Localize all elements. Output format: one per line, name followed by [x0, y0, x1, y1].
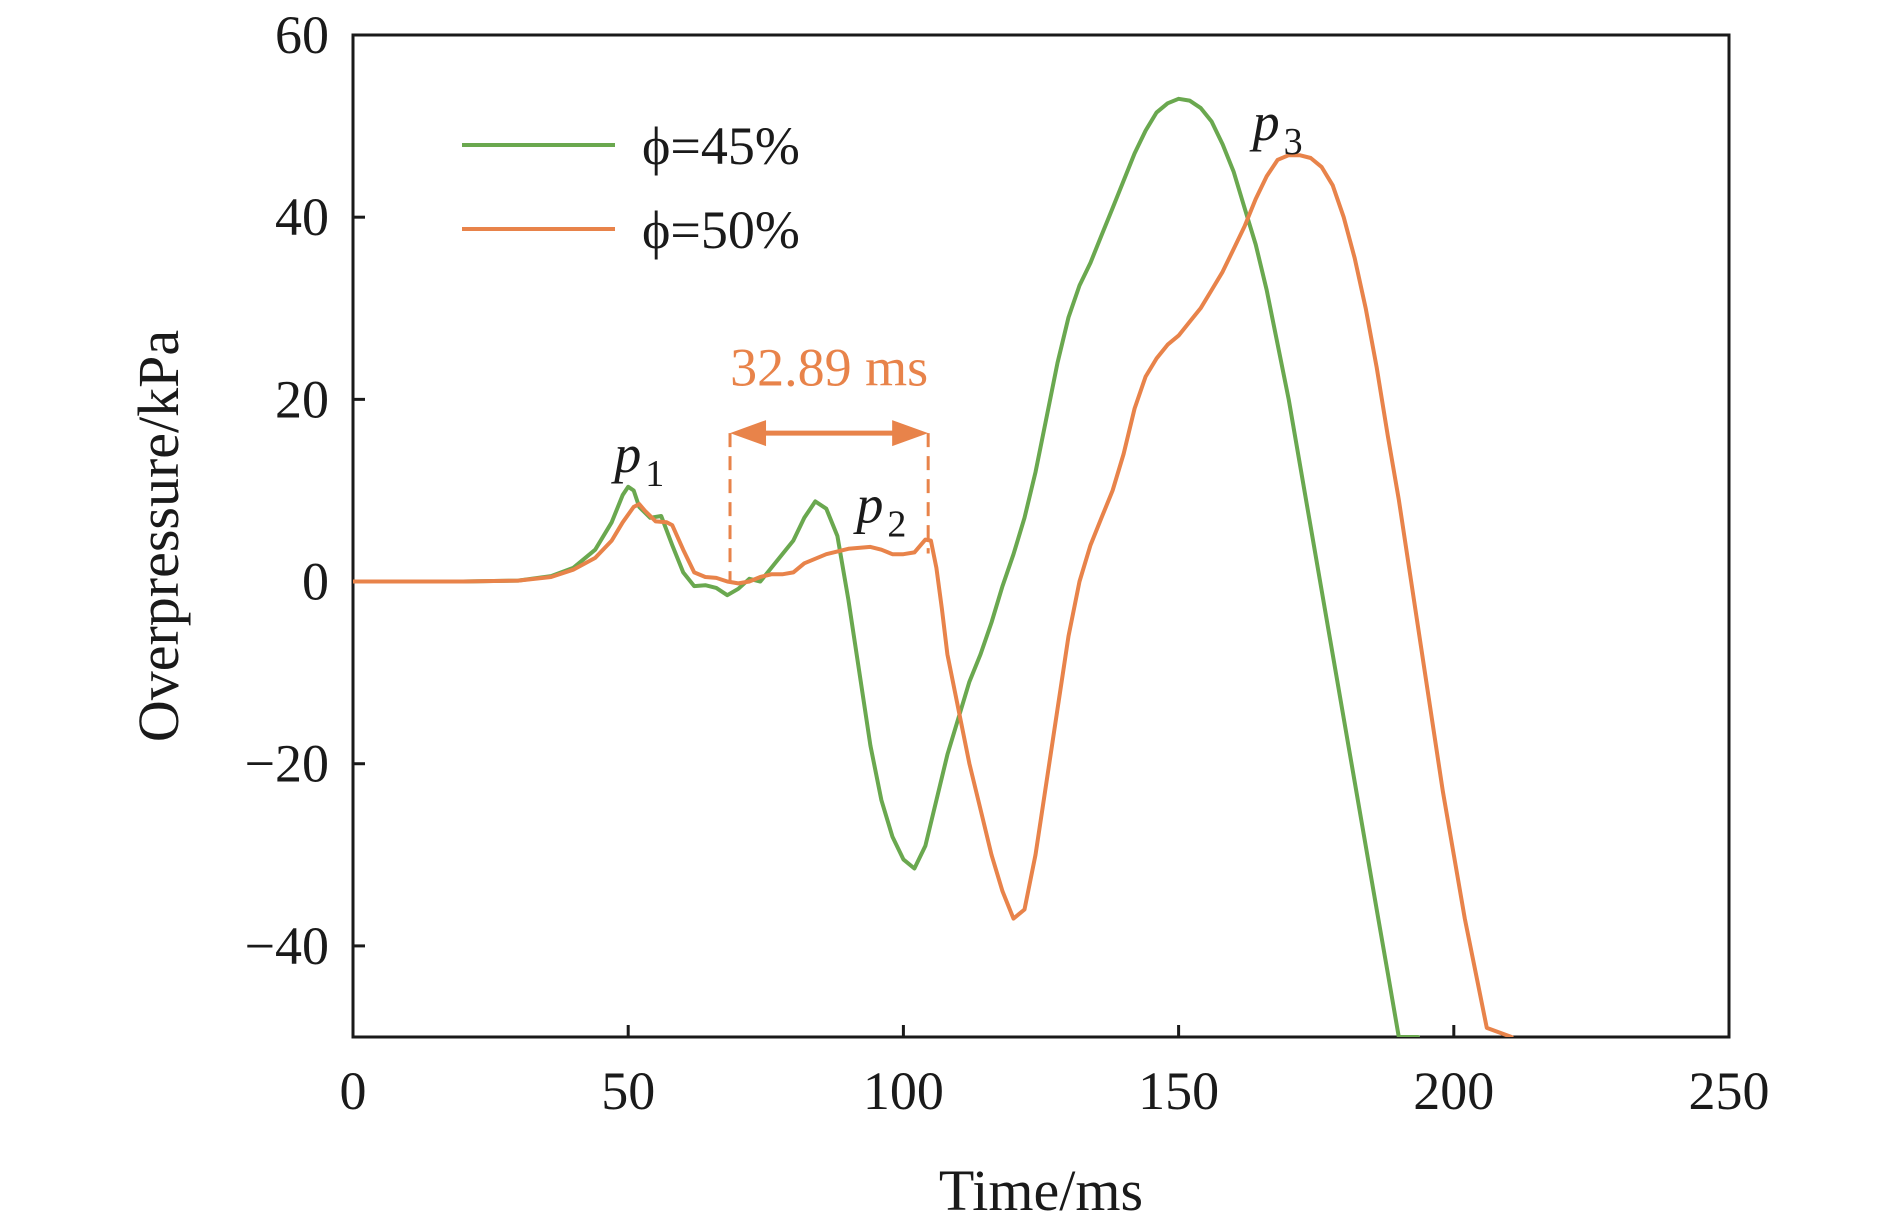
x-tick-label: 200	[1413, 1061, 1494, 1121]
y-tick-label: 0	[302, 552, 329, 612]
x-tick-label: 150	[1138, 1061, 1219, 1121]
x-tick-label: 250	[1689, 1061, 1770, 1121]
y-tick-label: 60	[275, 5, 329, 65]
interval-arrowhead-left	[730, 420, 767, 447]
y-tick-label: 40	[275, 187, 329, 247]
x-tick-label: 100	[863, 1061, 944, 1121]
x-tick-label: 0	[340, 1061, 367, 1121]
y-tick-label: 20	[275, 369, 329, 429]
y-axis-title: Overpressure/kPa	[126, 330, 191, 742]
x-tick-label: 50	[601, 1061, 655, 1121]
legend-label-2: ϕ=50%	[642, 200, 800, 260]
y-tick-label: −20	[245, 734, 329, 794]
legend: ϕ=45% ϕ=50%	[462, 116, 800, 260]
plot-frame	[351, 33, 1731, 1039]
x-axis-title: Time/ms	[939, 1158, 1143, 1222]
series-line-1	[353, 96, 1420, 1037]
interval-arrowhead-right	[892, 420, 929, 447]
interval-label: 32.89 ms	[730, 338, 928, 398]
y-tick-label: −40	[245, 916, 329, 976]
series-line-2	[353, 153, 1514, 1037]
legend-label-1: ϕ=45%	[642, 116, 800, 176]
